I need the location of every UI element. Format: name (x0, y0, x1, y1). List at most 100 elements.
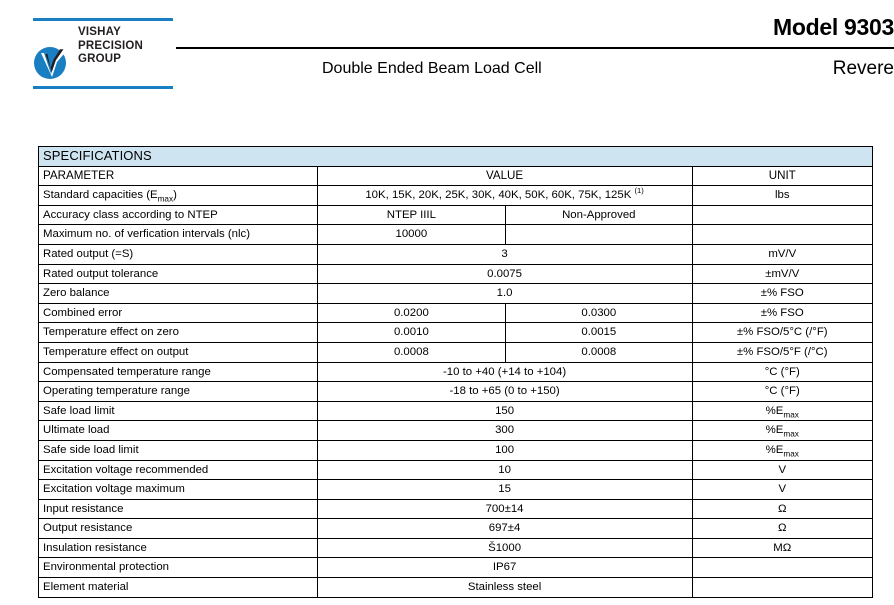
cell-value-approved: 10000 (316, 224, 507, 245)
column-header-unit: UNIT (691, 165, 873, 187)
table-row: Excitation voltage recommended 10 V (38, 459, 873, 481)
brand-name: Revere (832, 58, 894, 79)
logo-line-precision: PRECISION (78, 39, 144, 52)
logo-bottom-rule (33, 86, 173, 89)
table-row: Zero balance 1.0 ±% FSO (38, 283, 873, 304)
cell-value: 700±14 (316, 498, 693, 520)
table-row: Ultimate load 300 %Emax (38, 420, 873, 441)
cell-parameter: Compensated temperature range (38, 361, 318, 383)
cell-unit: ±% FSO/5°F (/°C) (691, 341, 873, 363)
specifications-table: SPECIFICATIONS PARAMETER VALUE UNIT Stan… (38, 146, 873, 598)
cell-parameter: Output resistance (38, 518, 318, 539)
table-row: Compensated temperature range -10 to +40 … (38, 361, 873, 383)
cell-unit: Ω (691, 498, 873, 520)
table-row: Standard capacities (Emax) 10K, 15K, 20K,… (38, 185, 873, 206)
cell-value: 15 (316, 479, 693, 500)
cell-unit: ±mV/V (691, 263, 873, 285)
cell-value: 300 (316, 420, 693, 441)
cell-value: Š1000 (316, 537, 693, 559)
specifications-table-container: SPECIFICATIONS PARAMETER VALUE UNIT Stan… (38, 146, 873, 598)
logo-wordmark: VISHAY PRECISION GROUP (78, 26, 143, 67)
cell-value: 3 (316, 243, 693, 265)
table-row: Rated output (=S) 3 mV/V (38, 243, 873, 265)
table-row: Temperature effect on output 0.0008 0.0008… (38, 341, 873, 363)
cell-value: IP67 (316, 557, 693, 579)
table-body: SPECIFICATIONS PARAMETER VALUE UNIT Stan… (38, 146, 873, 598)
column-header-row: PARAMETER VALUE UNIT (38, 165, 873, 187)
cell-unit (691, 204, 873, 226)
cell-unit: °C (°F) (691, 381, 873, 402)
table-row: Rated output tolerance 0.0075 ±mV/V (38, 263, 873, 285)
cell-value-approved: 0.0010 (316, 322, 507, 343)
cell-unit: ±% FSO (691, 283, 873, 304)
cell-value: Stainless steel (316, 577, 693, 598)
cell-value: 100 (316, 439, 693, 461)
cell-unit: V (691, 479, 873, 500)
cell-parameter: Excitation voltage maximum (38, 479, 318, 500)
cell-unit: lbs (691, 185, 873, 206)
cell-value: -18 to +65 (0 to +150) (316, 381, 693, 402)
cell-parameter: Standard capacities (Emax) (38, 185, 318, 206)
table-row: Temperature effect on zero 0.0010 0.0015 ±%… (38, 322, 873, 343)
cell-parameter: Rated output (=S) (38, 243, 318, 265)
page-header: VISHAY PRECISION GROUP Model 9303 Double… (0, 0, 894, 120)
cell-value-non-approved: 0.0008 (505, 341, 693, 363)
column-header-value: VALUE (316, 165, 693, 187)
cell-parameter: Safe load limit (38, 400, 318, 422)
logo-top-rule (33, 18, 173, 21)
cell-parameter: Element material (38, 577, 318, 598)
cell-parameter: Rated output tolerance (38, 263, 318, 285)
cell-parameter: Combined error (38, 302, 318, 324)
table-row: Combined error 0.0200 0.0300 ±% FSO (38, 302, 873, 324)
vishay-v-mark-icon (33, 42, 71, 80)
cell-value-approved: 0.0008 (316, 341, 507, 363)
cell-value-non-approved: Non-Approved (505, 204, 693, 226)
section-title: SPECIFICATIONS (38, 146, 873, 167)
cell-unit: %Emax (691, 439, 873, 461)
logo-line-group: GROUP (78, 53, 122, 65)
cell-parameter: Input resistance (38, 498, 318, 520)
cell-parameter: Maximum no. of verfication intervals (nl… (38, 224, 318, 245)
cell-value: -10 to +40 (+14 to +104) (316, 361, 693, 383)
header-divider-rule (176, 47, 894, 49)
cell-parameter: Insulation resistance (38, 537, 318, 559)
table-row: Excitation voltage maximum 15 V (38, 479, 873, 500)
table-row: Element material Stainless steel (38, 577, 873, 598)
cell-unit: V (691, 459, 873, 481)
cell-unit: %Emax (691, 400, 873, 422)
cell-unit: MΩ (691, 537, 873, 559)
logo-body: VISHAY PRECISION GROUP (33, 26, 173, 82)
cell-value: 697±4 (316, 518, 693, 539)
cell-value-non-approved (505, 224, 693, 245)
cell-value-non-approved: 0.0015 (505, 322, 693, 343)
table-row: Accuracy class according to NTEP NTEP III… (38, 204, 873, 226)
cell-parameter: Safe side load limit (38, 439, 318, 461)
cell-parameter: Ultimate load (38, 420, 318, 441)
cell-value: 10 (316, 459, 693, 481)
table-row: Insulation resistance Š1000 MΩ (38, 537, 873, 559)
table-row: Maximum no. of verfication intervals (nl… (38, 224, 873, 245)
cell-unit: ±% FSO (691, 302, 873, 324)
cell-unit (691, 224, 873, 245)
cell-unit: %Emax (691, 420, 873, 441)
cell-value: 10K, 15K, 20K, 25K, 30K, 40K, 50K, 60K, … (316, 185, 693, 206)
table-row: Environmental protection IP67 (38, 557, 873, 579)
column-header-parameter: PARAMETER (38, 165, 318, 187)
cell-unit (691, 577, 873, 598)
cell-value: 0.0075 (316, 263, 693, 285)
cell-parameter: Zero balance (38, 283, 318, 304)
cell-unit: ±% FSO/5°C (/°F) (691, 322, 873, 343)
cell-unit: Ω (691, 518, 873, 539)
table-row: Output resistance 697±4 Ω (38, 518, 873, 539)
cell-parameter: Temperature effect on zero (38, 322, 318, 343)
model-title: Model 9303 (773, 14, 894, 40)
cell-parameter: Environmental protection (38, 557, 318, 579)
cell-parameter: Excitation voltage recommended (38, 459, 318, 481)
cell-unit: mV/V (691, 243, 873, 265)
cell-value-approved: NTEP IIIL (316, 204, 507, 226)
cell-unit: °C (°F) (691, 361, 873, 383)
cell-value-approved: 0.0200 (316, 302, 507, 324)
table-row: Safe side load limit 100 %Emax (38, 439, 873, 461)
product-title: Double Ended Beam Load Cell (322, 60, 542, 77)
table-row: Safe load limit 150 %Emax (38, 400, 873, 422)
